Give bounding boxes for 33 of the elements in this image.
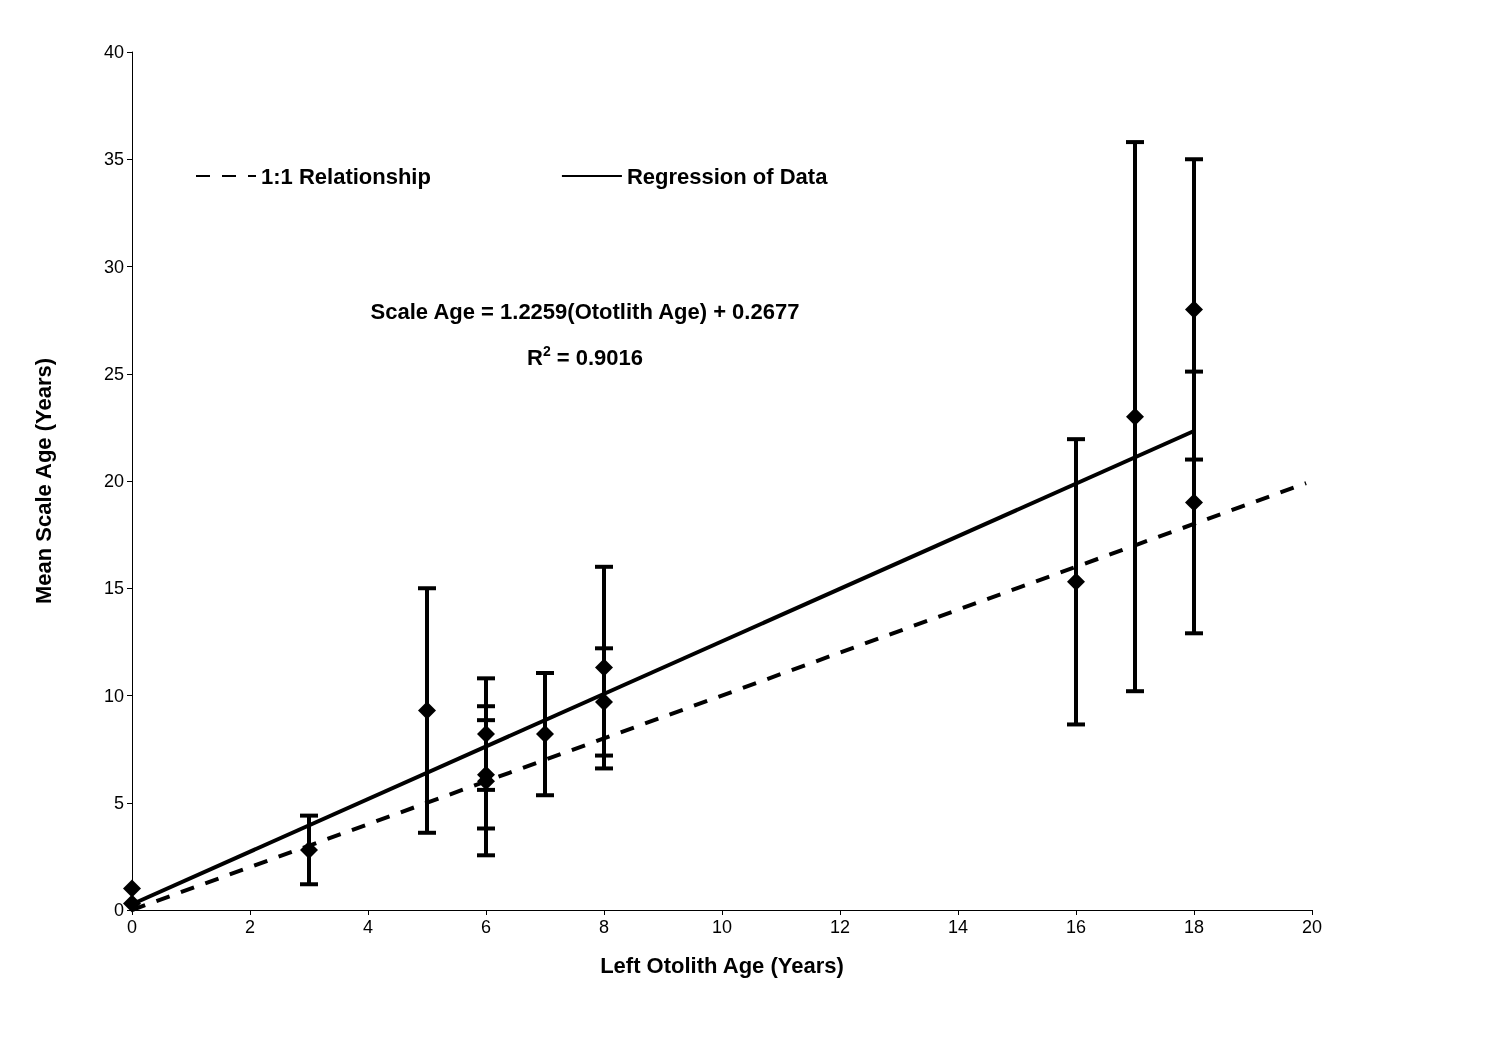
x-tick-label: 14 (947, 917, 969, 937)
point (1126, 407, 1144, 426)
x-tick-label: 20 (1301, 917, 1323, 937)
y-tick-label: 0 (113, 900, 124, 920)
x-tick-label: 16 (1065, 917, 1087, 937)
legend-label: 1:1 Relationship (261, 163, 431, 189)
y-tick-label: 30 (103, 256, 124, 277)
x-tick-label: 10 (711, 917, 733, 937)
x-tick-label: 0 (126, 917, 138, 937)
y-tick-label: 15 (103, 578, 124, 599)
legend-label: Regression of Data (626, 163, 829, 189)
y-tick-label: 40 (103, 42, 124, 62)
x-tick-label: 4 (362, 917, 374, 937)
point (123, 894, 141, 913)
point (595, 658, 613, 677)
x-tick-label: 18 (1183, 917, 1205, 937)
x-tick-label: 12 (829, 917, 851, 937)
x-tick-label: 2 (244, 917, 256, 937)
x-axis-title: Left Otolith Age (Years) (600, 952, 844, 978)
y-axis-title: Mean Scale Age (Years) (30, 357, 56, 605)
point (1185, 300, 1203, 319)
y-tick-label: 5 (113, 792, 124, 813)
x-tick-label: 8 (598, 917, 610, 937)
annotation: Scale Age = 1.2259(Ototlith Age) + 0.2677 (370, 298, 800, 324)
y-tick-label: 20 (103, 471, 124, 491)
point (123, 879, 141, 898)
point (1185, 493, 1203, 512)
y-tick-label: 35 (103, 149, 124, 170)
y-tick-label: 10 (103, 685, 124, 706)
point (418, 701, 436, 720)
point (1067, 572, 1085, 591)
y-tick-label: 25 (103, 363, 124, 384)
x-tick-label: 6 (480, 917, 492, 937)
